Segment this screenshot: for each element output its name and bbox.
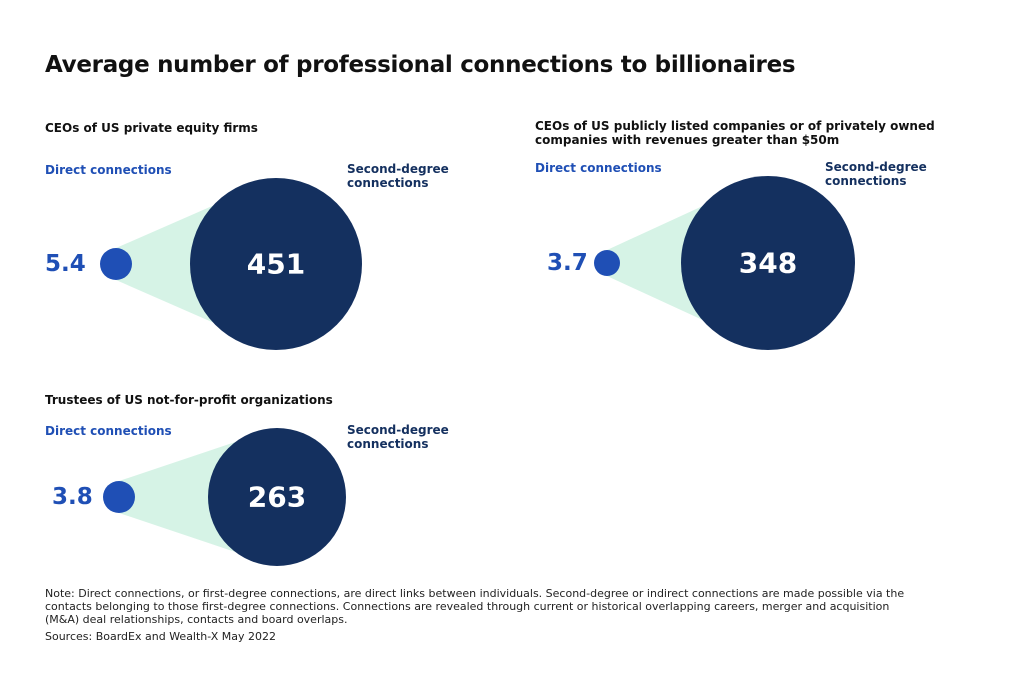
direct-value: 3.8 — [52, 484, 93, 510]
direct-label: Direct connections — [45, 424, 172, 438]
direct-circle — [103, 481, 135, 513]
note: Note: Direct connections, or first-degre… — [45, 587, 905, 626]
direct-circle — [594, 250, 620, 276]
direct-value: 5.4 — [45, 251, 86, 277]
title: Average number of professional connectio… — [45, 52, 796, 78]
direct-circle — [100, 248, 132, 280]
second-value: 451 — [246, 247, 306, 281]
direct-value: 3.7 — [547, 250, 588, 276]
sources: Sources: BoardEx and Wealth-X May 2022 — [45, 630, 276, 643]
second-label: Second-degree connections — [347, 423, 449, 451]
second-value: 348 — [738, 246, 798, 280]
second-value: 263 — [247, 480, 307, 514]
panel-subtitle: Trustees of US not-for-profit organizati… — [45, 393, 333, 407]
second-circle — [190, 178, 362, 350]
second-circle — [208, 428, 346, 566]
second-label: Second-degree connections — [825, 160, 927, 188]
second-circle — [681, 176, 855, 350]
panel-subtitle: CEOs of US publicly listed companies or … — [535, 119, 935, 147]
panel-subtitle: CEOs of US private equity firms — [45, 121, 258, 135]
direct-label: Direct connections — [535, 161, 662, 175]
direct-label: Direct connections — [45, 163, 172, 177]
second-label: Second-degree connections — [347, 162, 449, 190]
